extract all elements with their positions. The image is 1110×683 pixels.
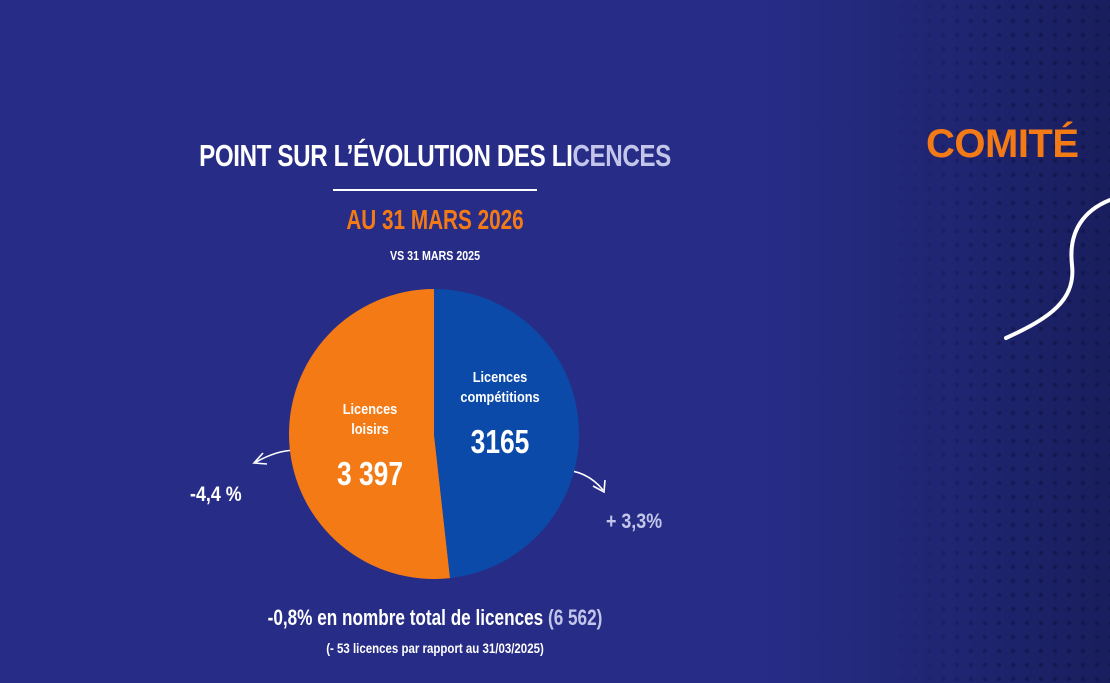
title-underline [333, 189, 537, 191]
decorative-swoosh [1004, 198, 1110, 340]
change-competitions: + 3,3% [606, 510, 663, 533]
slice-loisirs-label-line2: loisirs [351, 420, 389, 437]
total-summary: -0,8% en nombre total de licences (6 562… [96, 605, 775, 631]
slice-loisirs-label-line1: Licences [343, 400, 398, 417]
slice-competitions-label-line2: compétitions [460, 388, 540, 405]
difference-note: (- 53 licences par rapport au 31/03/2025… [326, 640, 544, 656]
background-dot-pattern [880, 0, 1110, 683]
slice-competitions-value: 3165 [471, 424, 530, 460]
total-main: -0,8% en nombre total de licences [267, 605, 548, 630]
date-heading: AU 31 MARS 2026 [346, 204, 524, 235]
title-main: POINT SUR L’ÉVOLUTION DES LI [199, 138, 573, 173]
slice-loisirs-value: 3 397 [337, 456, 403, 492]
pie-slice-competitions [434, 289, 580, 579]
background-gradient [760, 0, 1110, 683]
pie-slice-loisirs [289, 289, 451, 580]
comite-label: COMITÉ [926, 122, 1079, 166]
title-fade: CENCES [572, 138, 671, 173]
change-loisirs: -4,4 % [190, 483, 242, 506]
total-value: (6 562) [547, 605, 603, 630]
slice-competitions-label-line1: Licences [473, 368, 528, 385]
comparison-subheading: VS 31 MARS 2025 [389, 248, 481, 263]
page-title: POINT SUR L’ÉVOLUTION DES LICENCES [96, 138, 775, 174]
